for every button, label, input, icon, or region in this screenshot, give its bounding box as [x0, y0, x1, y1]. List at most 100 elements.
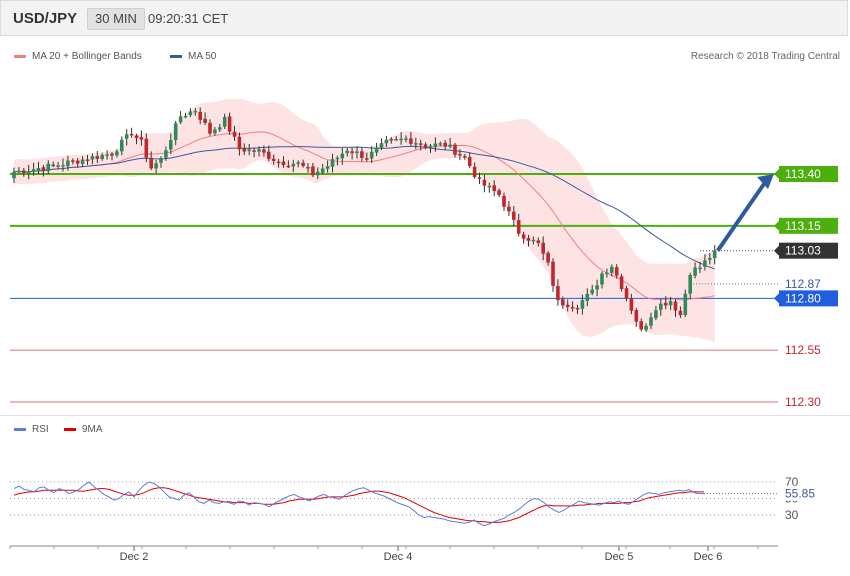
candle-body: [262, 149, 266, 153]
price-tag-pointer: [774, 293, 779, 304]
rsi-legend-label: RSI: [32, 424, 49, 435]
candle-body: [355, 151, 359, 154]
candle-body: [218, 127, 222, 130]
candle-body: [629, 298, 634, 311]
candle-body: [257, 149, 261, 152]
candle-body: [31, 169, 36, 172]
candle-body: [531, 239, 536, 242]
candle-body: [673, 301, 678, 311]
rsi-current-bg: [779, 485, 823, 501]
candle-body: [585, 293, 590, 301]
price-tag-bg: [779, 217, 838, 234]
candle-body: [139, 137, 144, 140]
ma50-legend-label: MA 50: [188, 51, 217, 62]
date-label: Dec 6: [694, 551, 723, 563]
candle-body: [286, 165, 291, 168]
candle-body: [575, 307, 580, 310]
candle-body: [644, 325, 648, 330]
candle-body: [311, 166, 315, 176]
candle-body: [703, 260, 707, 267]
price-label-ma: 112.87: [785, 277, 821, 291]
candle-body: [556, 286, 560, 301]
candle-body: [384, 139, 389, 144]
rsi-current-label: 55.85: [785, 487, 815, 501]
candle-body: [325, 166, 330, 169]
price-tag-bg: [779, 242, 838, 259]
candle-body: [614, 267, 619, 276]
candle-body: [477, 177, 482, 179]
candle-body: [330, 159, 335, 167]
candle-body: [46, 163, 51, 172]
candle-body: [423, 144, 428, 148]
price-tag-pointer: [774, 169, 779, 179]
rsi-swatch: [14, 427, 26, 431]
candle-body: [188, 111, 193, 116]
candle-body: [301, 162, 305, 167]
candle-body: [115, 151, 119, 156]
ma20-swatch: [14, 54, 26, 58]
candle-body: [178, 116, 183, 123]
candle-body: [296, 162, 300, 164]
candle-body: [26, 171, 31, 174]
price-tag-bg: [779, 342, 838, 359]
candle-body: [149, 157, 153, 169]
candle-body: [693, 267, 697, 276]
candle-body: [541, 242, 545, 254]
date-label: Dec 4: [384, 551, 413, 563]
candle-body: [360, 151, 364, 159]
candle-body: [222, 117, 227, 127]
candle-body: [80, 159, 85, 164]
rsi-tick-label: 70: [785, 475, 799, 489]
candle-body: [203, 118, 207, 123]
candle-body: [213, 129, 217, 134]
legend-ma20: MA 20 + Bollinger Bands: [14, 51, 142, 62]
candle-body: [595, 285, 599, 290]
candle-body: [561, 299, 565, 306]
candle-body: [624, 288, 629, 299]
rsi-line: [13, 481, 704, 527]
candle-body: [428, 145, 433, 148]
ma9-line: [13, 487, 704, 523]
projection-arrow: [716, 174, 774, 252]
candle-body: [418, 143, 423, 145]
candle-body: [389, 138, 394, 141]
candle-body: [600, 273, 604, 285]
candle-body: [649, 317, 653, 326]
chart-header: USD/JPY 30 MIN 09:20:31 CET: [0, 0, 848, 36]
clock-time: 09:20:31 CET: [148, 11, 229, 26]
candle-body: [443, 142, 447, 147]
candle-body: [17, 170, 21, 173]
candle-body: [36, 167, 41, 171]
candle-body: [458, 153, 462, 156]
candle-body: [708, 258, 712, 260]
research-credit: Research © 2018 Trading Central: [690, 51, 840, 62]
candle-body: [605, 272, 609, 275]
bollinger-band: [14, 98, 715, 343]
candle-body: [345, 150, 349, 154]
candle-body: [516, 220, 521, 234]
candle-body: [639, 321, 643, 330]
candle-body: [276, 161, 281, 164]
candle-body: [497, 190, 501, 195]
projection-arrow-head: [757, 174, 774, 189]
candle-body: [433, 143, 438, 147]
ma20-legend-label: MA 20 + Bollinger Bands: [32, 51, 142, 62]
candle-body: [619, 276, 624, 290]
candles: [12, 107, 717, 333]
bollinger-band-area: [14, 98, 715, 343]
candle-body: [409, 138, 413, 144]
candle-body: [340, 153, 345, 159]
symbol-label: USD/JPY: [13, 10, 78, 27]
price-label-support_light: 112.30: [785, 395, 821, 409]
interval-selector[interactable]: 30 MIN: [87, 8, 145, 30]
price-tag-bg: [779, 290, 838, 307]
candle-body: [154, 163, 158, 169]
candle-body: [105, 154, 109, 156]
ma9-swatch: [64, 427, 76, 431]
legend-ma50: MA 50: [170, 51, 216, 62]
candle-body: [120, 139, 124, 152]
price-label-current: 113.03: [785, 244, 821, 258]
price-tag-bg: [779, 166, 838, 182]
